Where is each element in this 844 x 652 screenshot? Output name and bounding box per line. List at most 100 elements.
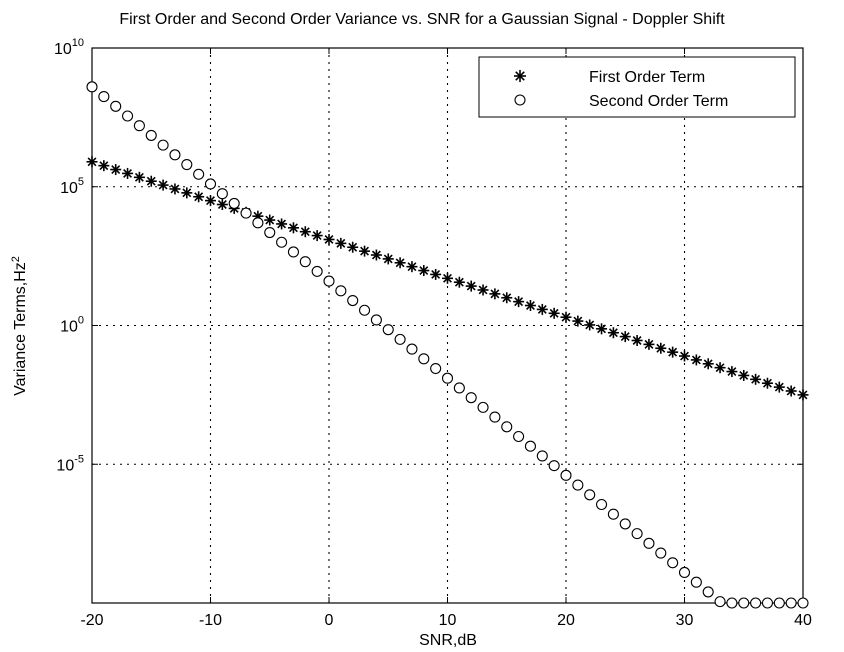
data-point-first-order <box>524 300 536 312</box>
data-point-first-order <box>406 261 418 273</box>
data-point-first-order <box>773 381 785 393</box>
y-tick-label: 105 <box>60 176 84 197</box>
data-point-second-order <box>370 314 382 326</box>
data-point-second-order <box>560 469 572 481</box>
data-point-first-order <box>394 257 406 269</box>
series-first-order <box>86 156 809 401</box>
data-point-second-order <box>418 353 430 365</box>
data-point-second-order <box>240 207 252 219</box>
data-point-second-order <box>619 518 631 530</box>
data-point-second-order <box>204 178 217 190</box>
data-point-second-order <box>607 508 619 520</box>
data-point-second-order <box>86 81 98 93</box>
data-point-second-order <box>572 479 584 491</box>
y-tick-label: 100 <box>60 315 84 336</box>
series-second-order <box>86 81 809 609</box>
data-point-first-order <box>465 280 477 292</box>
data-point-second-order <box>441 372 454 384</box>
legend: First Order Term Second Order Term <box>478 56 796 118</box>
data-point-second-order <box>631 528 643 540</box>
data-point-second-order <box>750 597 762 609</box>
data-point-second-order <box>501 421 513 433</box>
data-point-second-order <box>323 275 335 287</box>
data-point-first-order <box>181 187 193 199</box>
data-point-second-order <box>773 597 785 609</box>
data-point-second-order <box>252 217 264 229</box>
data-point-first-order <box>643 338 655 350</box>
data-point-second-order <box>122 110 134 122</box>
data-point-second-order <box>276 236 288 248</box>
data-point-first-order <box>584 319 596 331</box>
data-point-second-order <box>536 450 548 462</box>
data-point-first-order <box>145 175 157 187</box>
data-point-second-order <box>548 460 560 472</box>
data-point-first-order <box>276 218 288 230</box>
data-point-second-order <box>714 596 726 608</box>
data-point-second-order <box>738 597 750 609</box>
data-point-first-order <box>631 334 643 346</box>
data-point-first-order <box>785 385 797 397</box>
data-point-first-order <box>453 276 465 288</box>
data-point-second-order <box>264 226 276 239</box>
y-tick-label: 1010 <box>54 37 84 58</box>
y-tick-label: 10-5 <box>56 453 84 474</box>
data-point-second-order <box>513 430 525 443</box>
data-point-second-order <box>287 246 300 258</box>
data-point-first-order <box>655 342 667 354</box>
data-point-second-order <box>169 149 181 161</box>
data-point-second-order <box>489 411 501 423</box>
legend-asterisk-icon <box>514 70 526 82</box>
data-point-second-order <box>726 597 738 609</box>
data-point-first-order <box>667 346 679 358</box>
data-point-second-order <box>98 91 110 103</box>
data-point-first-order <box>738 369 750 381</box>
data-point-first-order <box>619 331 631 343</box>
legend-box <box>478 56 796 118</box>
x-tick-label: 10 <box>439 612 457 629</box>
x-axis-ticks: -20 -10 0 10 20 30 40 <box>80 48 812 629</box>
x-tick-label: -20 <box>80 612 103 629</box>
data-point-first-order <box>750 373 762 385</box>
y-axis-label: Variance Terms,Hz2 <box>10 256 29 396</box>
data-point-first-order <box>157 179 169 191</box>
data-point-second-order <box>382 324 394 336</box>
data-point-first-order <box>323 233 335 245</box>
data-point-second-order <box>347 294 359 307</box>
data-point-first-order <box>418 265 430 277</box>
data-point-first-order <box>797 389 809 401</box>
data-point-second-order <box>216 188 228 200</box>
data-point-first-order <box>193 191 205 203</box>
data-point-first-order <box>98 160 110 172</box>
x-tick-label: -10 <box>199 612 222 629</box>
data-point-second-order <box>655 547 667 559</box>
data-point-second-order <box>785 597 797 609</box>
data-point-first-order <box>726 366 738 378</box>
data-point-first-order <box>287 222 299 234</box>
data-point-first-order <box>216 199 228 211</box>
data-point-first-order <box>430 268 442 280</box>
data-point-first-order <box>702 358 714 370</box>
data-point-second-order <box>358 304 371 316</box>
data-point-first-order <box>335 237 347 249</box>
data-point-second-order <box>311 265 323 277</box>
data-point-first-order <box>133 171 145 183</box>
legend-marker-asterisk <box>514 70 526 82</box>
data-point-first-order <box>382 253 394 265</box>
data-point-first-order <box>122 167 134 179</box>
x-tick-label: 0 <box>325 612 334 629</box>
data-point-first-order <box>690 354 702 366</box>
data-point-first-order <box>548 307 560 319</box>
data-point-first-order <box>489 288 501 300</box>
data-point-first-order <box>347 241 359 253</box>
data-point-second-order <box>667 557 679 569</box>
data-point-first-order <box>442 272 453 284</box>
data-point-first-order <box>714 362 726 374</box>
data-point-second-order <box>702 586 714 598</box>
legend-label-first-order: First Order Term <box>589 69 705 86</box>
data-point-first-order <box>596 323 608 335</box>
data-point-second-order <box>394 333 406 345</box>
data-point-first-order <box>501 292 513 304</box>
data-point-first-order <box>477 284 489 296</box>
plot-area: -20 -10 0 10 20 30 40 1010 105 100 10-5 <box>54 37 812 629</box>
data-point-first-order <box>264 214 276 226</box>
